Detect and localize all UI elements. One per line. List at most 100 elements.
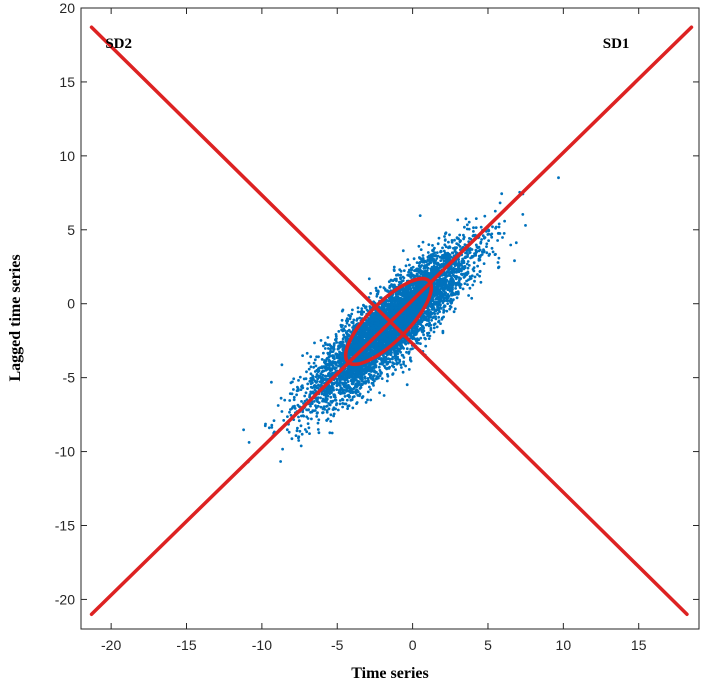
scatter-point [323,359,326,362]
scatter-point [435,257,439,260]
scatter-point [341,308,345,312]
scatter-point [386,289,389,293]
scatter-point [485,245,488,249]
scatter-point [448,307,452,311]
scatter-point [450,276,453,279]
scatter-point [335,381,339,385]
scatter-point [401,275,405,279]
scatter-point [335,341,339,344]
scatter-point [367,380,370,384]
scatter-point [454,251,458,254]
scatter-point [445,299,448,302]
scatter-point [454,287,457,290]
scatter-point [497,265,501,269]
scatter-point [439,287,443,290]
scatter-point [416,283,420,286]
scatter-point [325,400,328,404]
scatter-point [432,326,436,330]
scatter-point [460,264,463,267]
scatter-point [463,225,466,229]
scatter-point [293,407,297,410]
scatter-point [434,315,437,318]
scatter-point [419,272,423,276]
scatter-point [426,331,429,335]
scatter-point [280,410,284,413]
scatter-point [487,239,490,243]
scatter-point [491,225,494,229]
scatter-point [503,219,506,223]
scatter-point [376,372,380,376]
scatter-point [355,378,358,382]
scatter-point [423,336,427,340]
scatter-point [372,384,375,387]
scatter-point [345,398,349,402]
scatter-point [399,281,403,285]
scatter-point [392,265,396,269]
scatter-point [455,263,458,267]
scatter-point [338,402,342,406]
scatter-point [477,245,481,249]
scatter-point [402,347,405,350]
scatter-point [320,358,324,361]
scatter-point [305,370,308,374]
scatter-point [457,265,460,269]
scatter-point [247,441,251,444]
scatter-point [449,305,453,309]
scatter-point [364,381,367,385]
scatter-point [467,278,470,282]
scatter-point [466,270,470,274]
scatter-point [443,288,446,291]
scatter-point [380,362,383,365]
scatter-point [410,268,414,272]
scatter-point [351,406,355,410]
scatter-point [437,236,441,240]
scatter-point [509,243,513,247]
scatter-point [361,377,364,381]
scatter-point [325,418,329,422]
scatter-point [292,377,296,381]
scatter-point [359,386,363,389]
scatter-point [356,390,360,394]
scatter-point [297,419,301,423]
scatter-point [433,322,437,326]
scatter-point [347,404,351,408]
scatter-point [431,244,434,247]
scatter-point [328,431,332,435]
scatter-point [443,281,447,285]
scatter-point [415,272,419,276]
scatter-point [270,426,274,429]
scatter-point [324,391,328,395]
scatter-point [377,365,381,369]
scatter-point [329,347,332,351]
scatter-point [405,347,409,351]
scatter-point [303,394,307,398]
scatter-point [430,318,433,322]
scatter-point [331,372,335,376]
scatter-point [306,382,310,386]
scatter-point [296,385,299,389]
scatter-point [327,352,331,355]
scatter-point [270,423,274,427]
scatter-point [461,287,465,291]
scatter-point [429,323,433,327]
scatter-point [409,359,413,363]
scatter-point [335,384,339,388]
scatter-point [320,392,324,396]
scatter-point [286,415,289,418]
scatter-point [310,417,313,421]
scatter-point [414,268,417,272]
scatter-point [490,235,494,239]
scatter-point [352,318,356,322]
scatter-point [304,391,308,395]
scatter-point [447,268,451,272]
scatter-point [444,276,447,280]
scatter-point [337,330,341,333]
scatter-point [299,388,303,391]
scatter-point [485,242,489,246]
scatter-point [364,401,368,404]
scatter-point [303,399,307,403]
scatter-point [436,242,440,246]
scatter-point [288,410,291,414]
scatter-point [317,418,321,422]
scatter-point [297,439,301,442]
